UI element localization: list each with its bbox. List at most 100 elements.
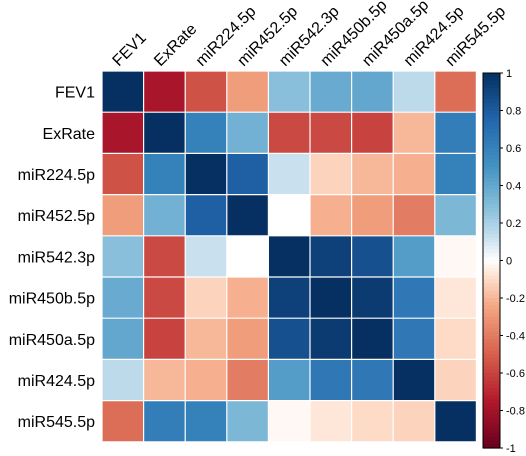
heatmap-cell xyxy=(310,153,352,195)
heatmap-cell xyxy=(351,277,394,319)
colorbar-segment xyxy=(483,185,500,190)
colorbar-segment xyxy=(483,144,500,149)
colorbar-segment xyxy=(483,354,500,359)
heatmap-cell xyxy=(310,112,352,154)
colorbar-segment xyxy=(483,230,500,235)
heatmap-cell xyxy=(143,400,186,442)
colorbar-segment xyxy=(483,384,500,389)
colorbar-segment xyxy=(483,95,500,100)
colorbar-segment xyxy=(483,84,500,89)
heatmap-cell xyxy=(143,153,186,195)
heatmap-cell xyxy=(185,359,227,401)
row-label: miR450a.5p xyxy=(9,332,95,349)
colorbar-segment xyxy=(483,358,500,363)
heatmap-cell xyxy=(393,71,435,113)
heatmap-cell xyxy=(393,112,435,154)
colorbar-segment xyxy=(483,328,500,333)
heatmap-cell xyxy=(434,112,477,154)
colorbar-segment xyxy=(483,346,500,352)
heatmap-cell xyxy=(351,71,394,113)
heatmap-cell xyxy=(226,112,269,154)
colorbar-segment xyxy=(483,253,500,258)
heatmap-cell xyxy=(226,71,269,113)
colorbar-tick-label: 0 xyxy=(506,256,512,268)
colorbar: 1 0.8 0.6 0.4 0.2 0 -0.2 -0.4 -0.6 -0.8 -1 xyxy=(482,68,525,455)
colorbar-segment xyxy=(483,193,500,198)
colorbar-segment xyxy=(483,103,500,108)
colorbar-segment xyxy=(483,189,500,194)
colorbar-segment xyxy=(483,91,500,97)
heatmap-cell xyxy=(434,153,477,195)
heatmap-cell xyxy=(268,400,310,442)
heatmap-cell xyxy=(393,194,435,236)
colorbar-segment xyxy=(483,88,500,93)
heatmap-cell xyxy=(351,235,394,277)
colorbar-segment xyxy=(483,395,500,400)
heatmap-cell xyxy=(102,71,144,113)
colorbar-segment xyxy=(483,403,500,408)
colorbar-segment xyxy=(483,211,500,217)
heatmap-cell xyxy=(393,235,435,277)
colorbar-segment xyxy=(483,440,500,445)
heatmap-cell xyxy=(102,194,144,236)
colorbar-segment xyxy=(483,421,500,427)
colorbar-segment xyxy=(483,155,500,160)
colorbar-segment xyxy=(483,410,500,415)
colorbar-tick-label: -0.6 xyxy=(506,368,525,380)
heatmap-cell xyxy=(434,235,477,277)
colorbar-segment xyxy=(483,260,500,265)
colorbar-segment xyxy=(483,320,500,325)
heatmap-cell xyxy=(185,235,227,277)
heatmap-cell xyxy=(226,235,269,277)
colorbar-segment xyxy=(483,114,500,119)
heatmap-cell xyxy=(310,235,352,277)
colorbar-segment xyxy=(483,200,500,205)
colorbar-segment xyxy=(483,414,500,419)
colorbar-segment xyxy=(483,301,500,307)
heatmap-cell xyxy=(268,277,310,319)
heatmap-cell xyxy=(226,153,269,195)
colorbar-segment xyxy=(483,305,500,310)
colorbar-segment xyxy=(483,208,500,213)
heatmap-cell xyxy=(185,400,227,442)
colorbar-segment xyxy=(483,170,500,175)
colorbar-segment xyxy=(483,136,500,142)
heatmap-cell xyxy=(351,153,394,195)
column-label: ExRate xyxy=(151,21,200,70)
colorbar-segment xyxy=(483,125,500,130)
heatmap-cell xyxy=(310,194,352,236)
heatmap-cell xyxy=(310,277,352,319)
heatmap-cell xyxy=(185,318,227,360)
heatmap-cell xyxy=(185,153,227,195)
colorbar-segment xyxy=(483,429,500,434)
heatmap-cell xyxy=(434,359,477,401)
heatmap-cell xyxy=(310,71,352,113)
heatmap-cell xyxy=(434,194,477,236)
colorbar-segment xyxy=(483,361,500,367)
heatmap-cell xyxy=(268,318,310,360)
heatmap-cell xyxy=(434,71,477,113)
heatmap-cell xyxy=(102,235,144,277)
row-label: miR424.5p xyxy=(18,373,95,390)
colorbar-segment xyxy=(483,286,500,292)
colorbar-tick-label: 0.8 xyxy=(506,106,521,118)
colorbar-segment xyxy=(483,324,500,329)
colorbar-segment xyxy=(483,249,500,254)
colorbar-segment xyxy=(483,129,500,134)
heatmap-cell xyxy=(143,235,186,277)
row-label: FEV1 xyxy=(55,85,95,102)
row-label: ExRate xyxy=(43,126,96,143)
colorbar-segment xyxy=(483,290,500,295)
heatmap-cell xyxy=(393,153,435,195)
colorbar-segment xyxy=(483,110,500,115)
heatmap-cell xyxy=(143,194,186,236)
heatmap-cell xyxy=(310,400,352,442)
heatmap-cell xyxy=(351,112,394,154)
row-label: miR224.5p xyxy=(18,167,95,184)
colorbar-segment xyxy=(483,148,500,153)
colorbar-segment xyxy=(483,140,500,145)
heatmap-cell xyxy=(351,318,394,360)
heatmap-cell xyxy=(310,359,352,401)
colorbar-tick-label: -0.8 xyxy=(506,406,525,418)
